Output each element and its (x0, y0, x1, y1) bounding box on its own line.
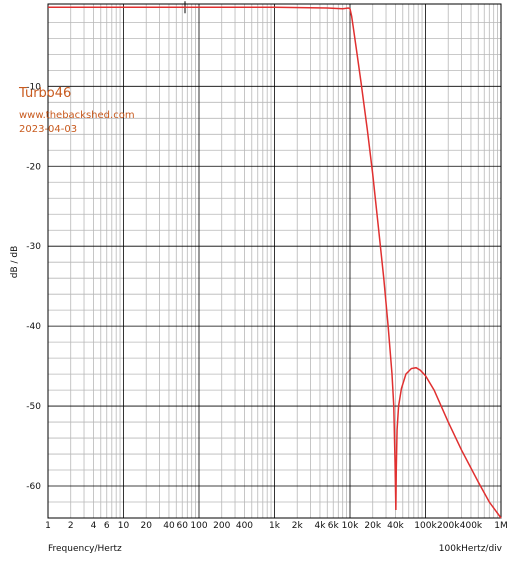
x-tick-label: 2k (292, 521, 304, 531)
y-tick-label: -60 (26, 482, 41, 492)
x-tick-label: 20 (141, 521, 153, 531)
x-tick-label: 100 (190, 521, 207, 531)
x-tick-label: 10 (118, 521, 130, 531)
scale-label: 100kHertz/div (439, 544, 503, 554)
annotation-date: 2023-04-03 (19, 124, 78, 135)
x-tick-label: 40k (387, 521, 404, 531)
x-tick-label: 4 (91, 521, 97, 531)
x-tick-label: 1 (45, 521, 51, 531)
x-axis-title: Frequency/Hertz (48, 544, 122, 554)
x-tick-label: 40 (163, 521, 175, 531)
frequency-response-line (48, 6, 502, 519)
x-tick-label: 60 (177, 521, 189, 531)
y-tick-label: -10 (26, 82, 41, 92)
x-tick-label: 1M (494, 521, 508, 531)
x-tick-label: 100k (414, 521, 437, 531)
x-tick-label: 400k (460, 521, 483, 531)
y-tick-label: -40 (26, 322, 41, 332)
x-tick-labels: 1 2 4 6 10 20 40 60 100 200 400 1k 2k 4k 6k 10k 20k 40k 10… (45, 521, 508, 531)
x-tick-label: 4k (314, 521, 326, 531)
x-tick-label: 6 (104, 521, 110, 531)
x-tick-label: 200 (213, 521, 230, 531)
x-tick-label: 200k (437, 521, 460, 531)
annotation-website: www.thebackshed.com (19, 110, 135, 121)
y-tick-label: -50 (26, 402, 41, 412)
x-tick-label: 6k (328, 521, 340, 531)
x-tick-label: 400 (236, 521, 253, 531)
x-tick-label: 20k (364, 521, 381, 531)
y-tick-label: -20 (26, 162, 41, 172)
y-tick-label: -30 (26, 242, 41, 252)
x-tick-label: 1k (269, 521, 281, 531)
annotation-title: Turbo46 (19, 86, 72, 101)
plot-frame (47, 3, 502, 519)
y-axis-title: dB / dB (10, 246, 20, 279)
x-tick-label: 10k (342, 521, 359, 531)
y-tick-labels: -10 -20 -30 -40 -50 -60 (26, 82, 41, 492)
x-tick-label: 2 (68, 521, 74, 531)
